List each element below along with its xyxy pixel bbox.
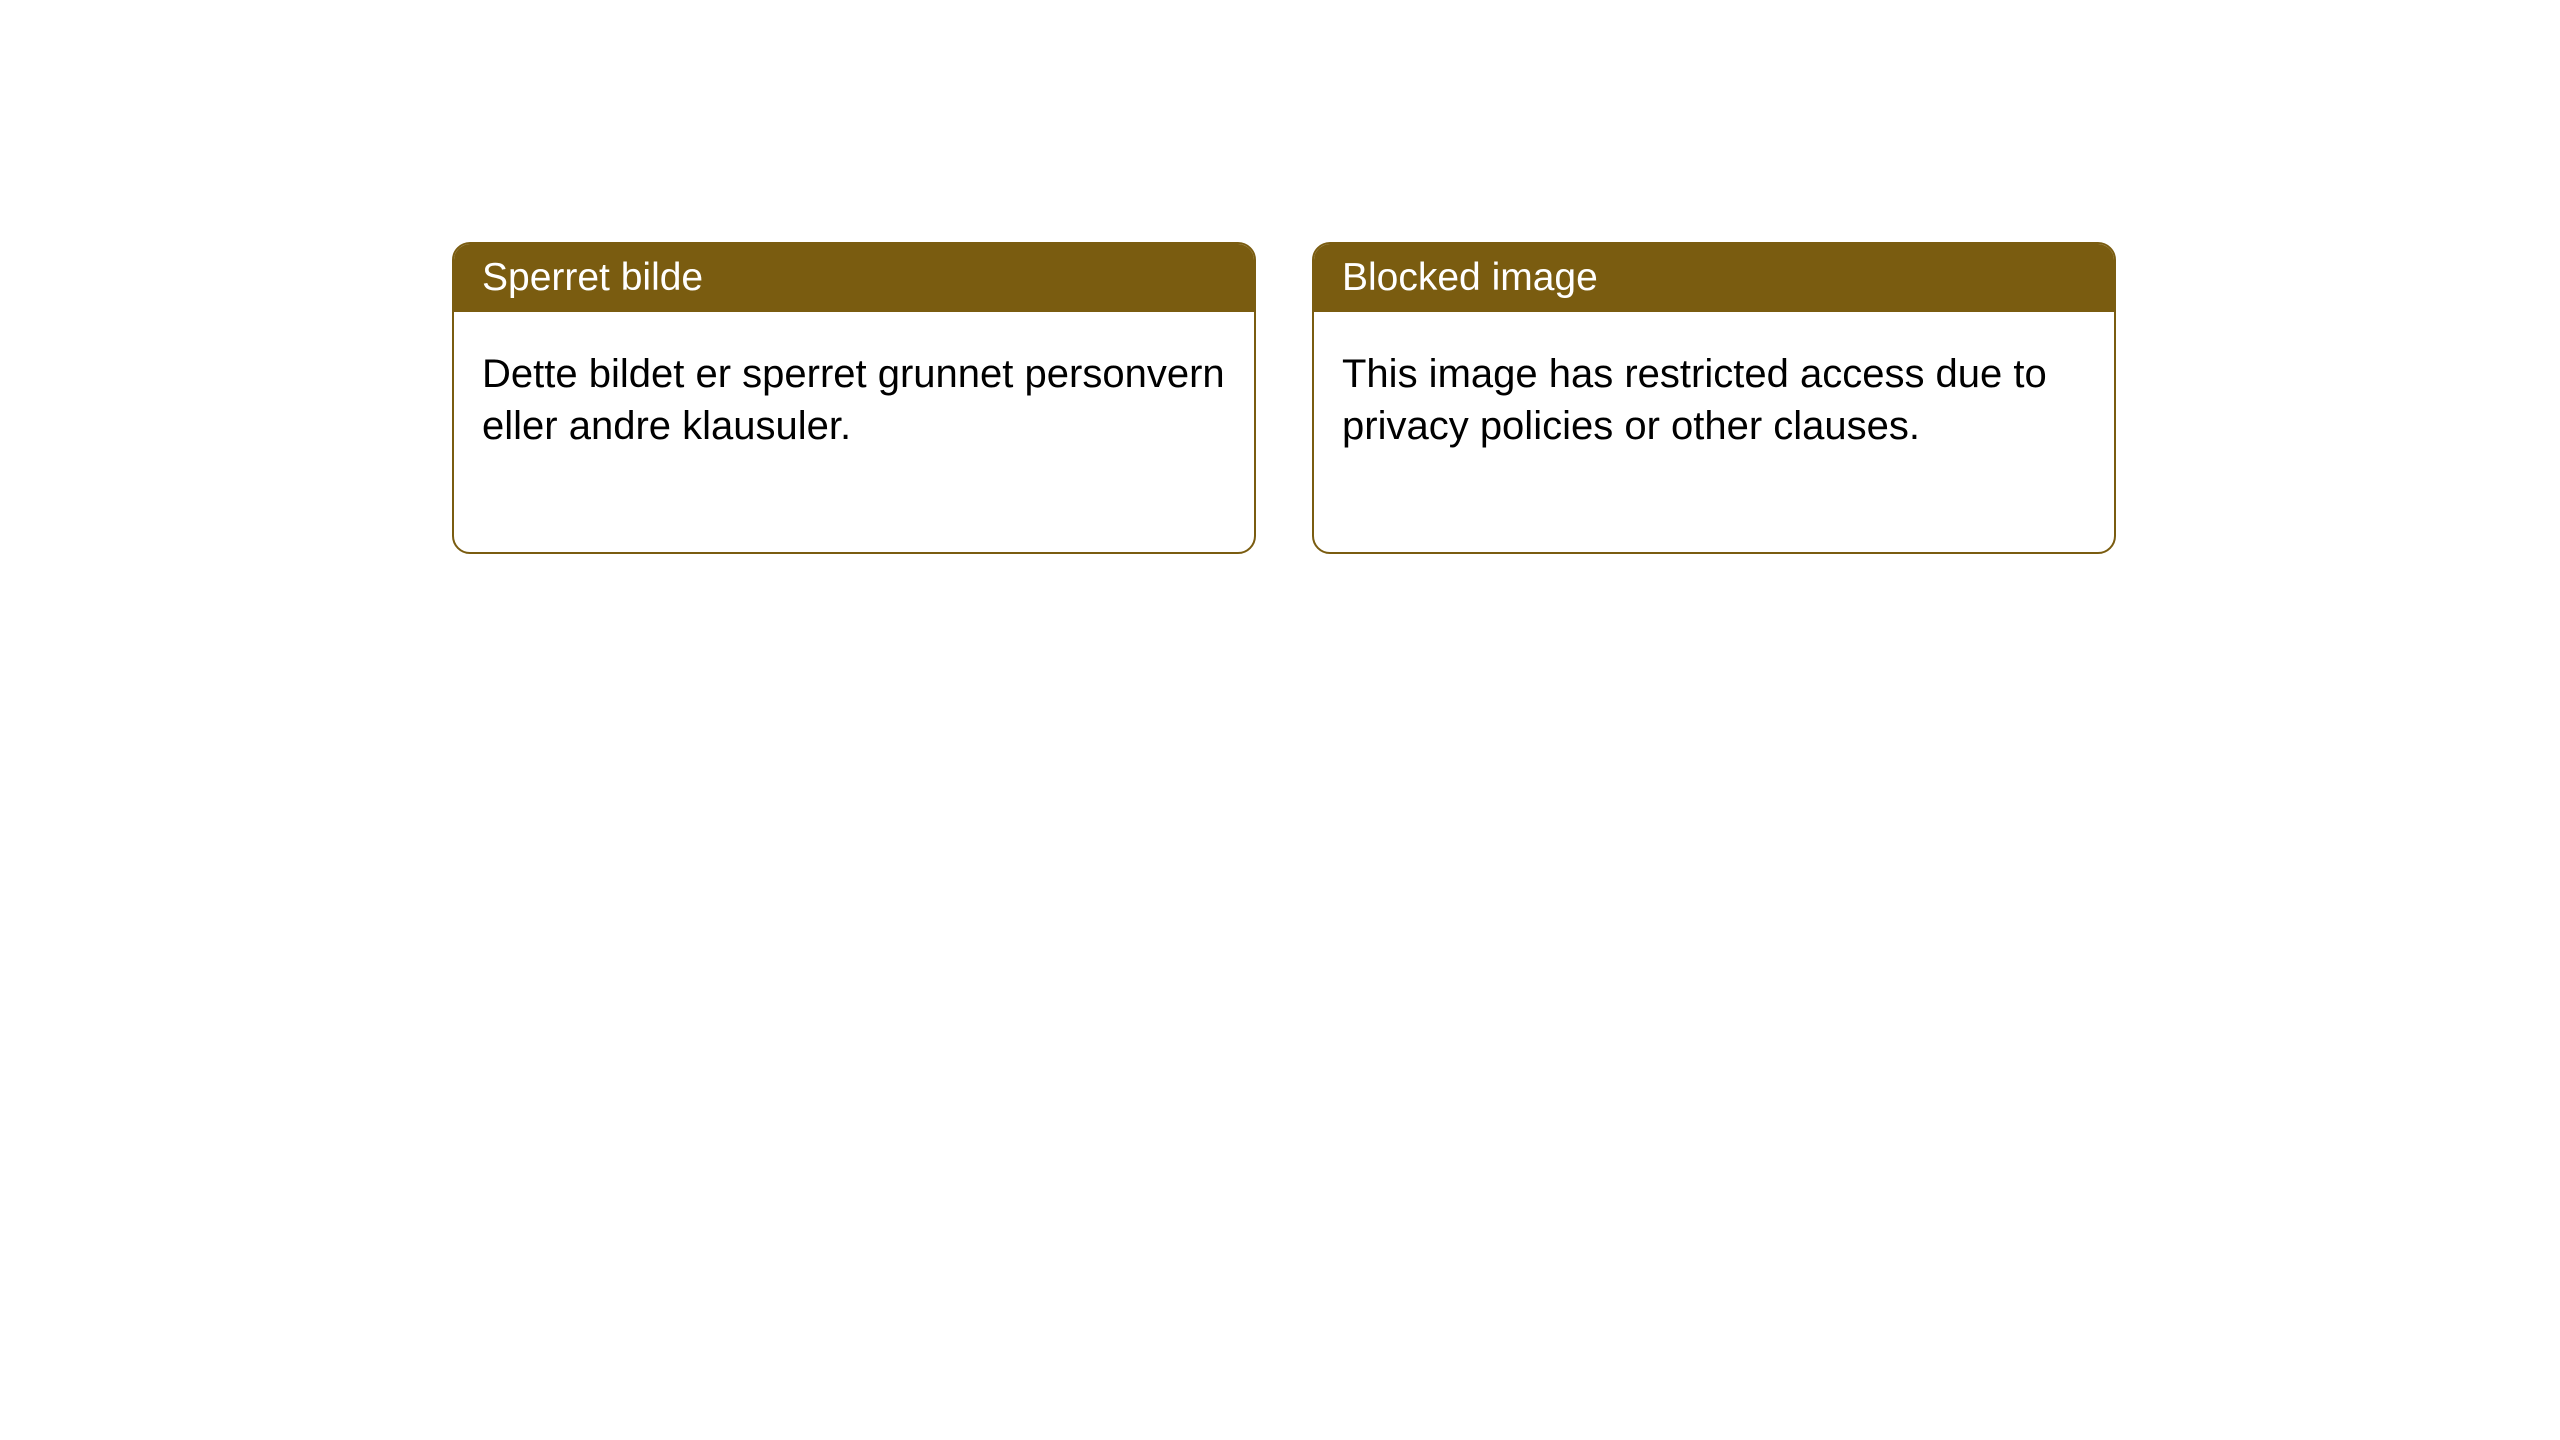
card-body: This image has restricted access due to … [1314, 312, 2114, 552]
card-header: Blocked image [1314, 244, 2114, 312]
card-body: Dette bildet er sperret grunnet personve… [454, 312, 1254, 552]
card-header: Sperret bilde [454, 244, 1254, 312]
blocked-image-card-no: Sperret bilde Dette bildet er sperret gr… [452, 242, 1256, 554]
blocked-image-card-en: Blocked image This image has restricted … [1312, 242, 2116, 554]
cards-container: Sperret bilde Dette bildet er sperret gr… [452, 242, 2116, 554]
